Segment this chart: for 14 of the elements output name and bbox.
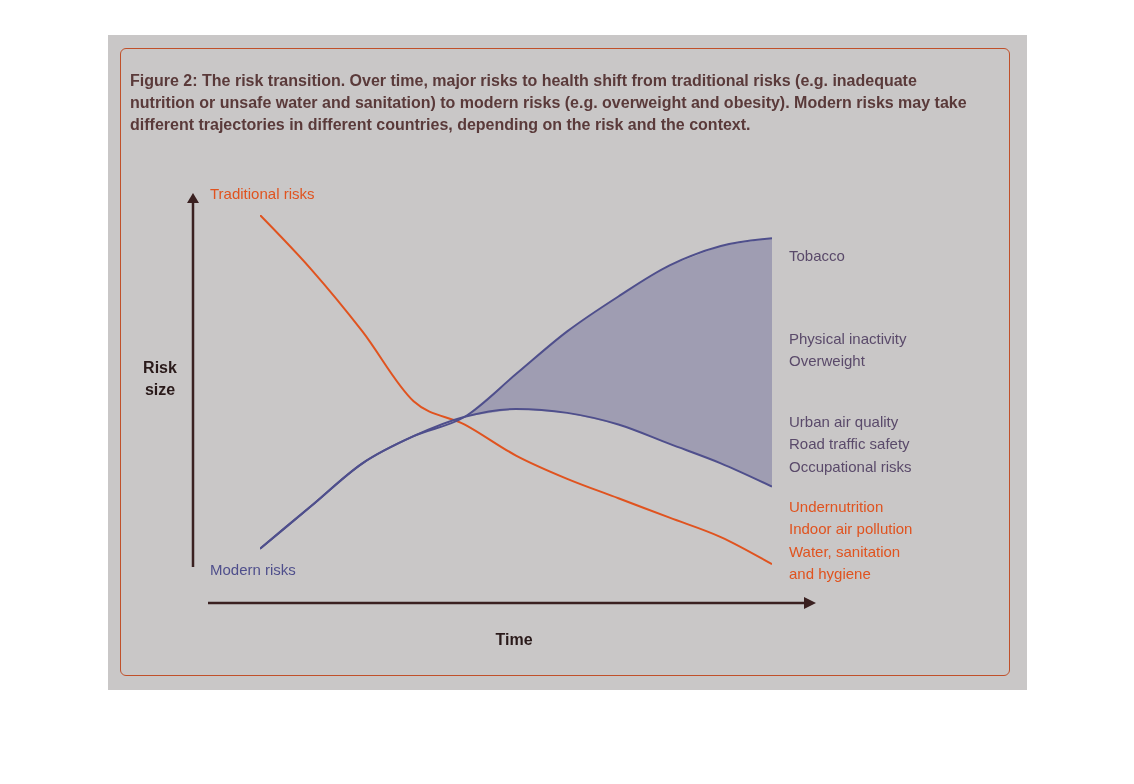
x-axis-title: Time <box>494 631 534 649</box>
series-label: Traditional risks <box>210 185 315 202</box>
annotation: Urban air quality <box>789 412 900 432</box>
annotation: Undernutrition <box>789 497 885 517</box>
series-label: Modern risks <box>210 560 296 578</box>
annotation: Tobacco <box>789 246 846 266</box>
annotation: Road traffic safety <box>789 434 911 454</box>
annotation: Water, sanitation and hygiene <box>789 542 902 584</box>
y-axis-title: Risk size <box>142 358 178 400</box>
annotation: Indoor air pollution <box>789 519 914 539</box>
chart-title: Figure 2: The risk transition. Over time, major risks to health shift from traditional risks (e.g. inadequate nutrition or unsafe water and sanitation) to modern risks (e.g. overweight and obesity). Modern risks may take different trajectories in different countries, depending on the risk and the context. <box>130 71 968 135</box>
annotation: Overweight <box>789 351 866 371</box>
annotation: Occupational risks <box>789 457 913 477</box>
annotation: Physical inactivity <box>789 329 908 349</box>
